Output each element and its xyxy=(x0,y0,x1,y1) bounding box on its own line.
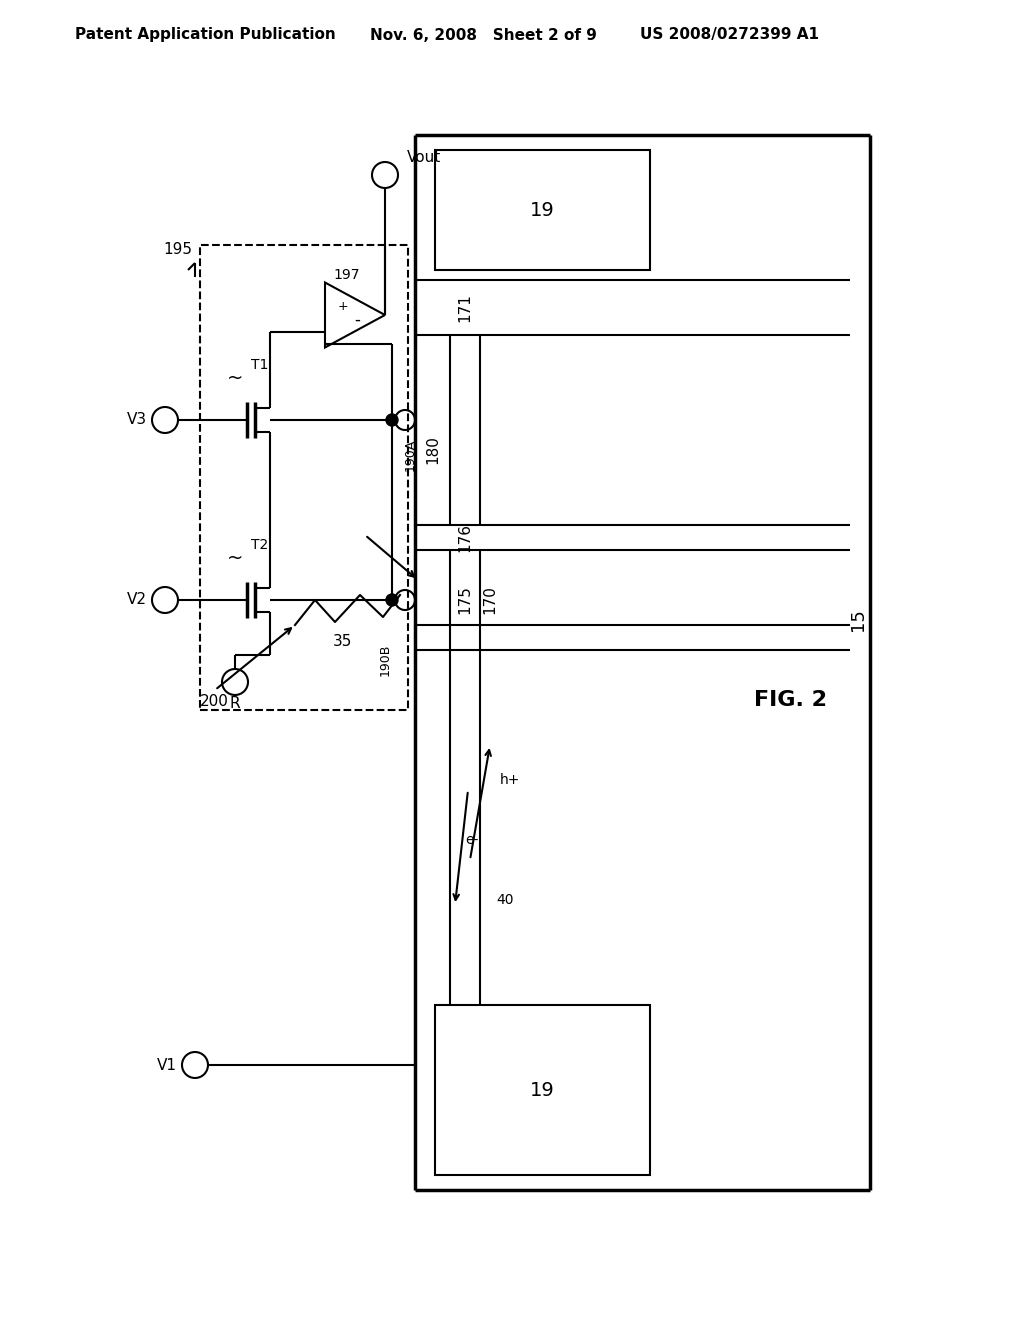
Text: 200: 200 xyxy=(200,694,229,710)
Text: ~: ~ xyxy=(226,368,243,388)
Text: T2: T2 xyxy=(251,539,268,552)
Circle shape xyxy=(386,594,398,606)
Text: V2: V2 xyxy=(127,593,147,607)
Bar xyxy=(200,246,408,710)
Text: T1: T1 xyxy=(251,358,268,372)
Text: 175: 175 xyxy=(458,586,472,614)
Text: Nov. 6, 2008   Sheet 2 of 9: Nov. 6, 2008 Sheet 2 of 9 xyxy=(370,28,597,42)
Text: e-: e- xyxy=(465,833,478,847)
Text: 171: 171 xyxy=(458,293,472,322)
Bar xyxy=(435,1005,650,1175)
Circle shape xyxy=(386,414,398,426)
Text: V3: V3 xyxy=(127,412,147,428)
Text: 15: 15 xyxy=(849,609,867,631)
Text: 19: 19 xyxy=(530,201,555,219)
Text: 195: 195 xyxy=(163,243,193,257)
Text: 190A: 190A xyxy=(403,438,417,471)
Text: 176: 176 xyxy=(458,523,472,552)
Text: 170: 170 xyxy=(482,586,498,614)
Text: US 2008/0272399 A1: US 2008/0272399 A1 xyxy=(640,28,819,42)
Text: 40: 40 xyxy=(496,894,513,907)
Text: 180: 180 xyxy=(426,436,440,465)
Text: 190B: 190B xyxy=(379,644,391,676)
Text: Patent Application Publication: Patent Application Publication xyxy=(75,28,336,42)
Text: V1: V1 xyxy=(157,1057,177,1072)
Text: Vout: Vout xyxy=(407,149,441,165)
Text: 35: 35 xyxy=(333,635,351,649)
Text: ~: ~ xyxy=(226,549,243,568)
Text: +: + xyxy=(338,301,348,314)
Text: 19: 19 xyxy=(530,1081,555,1100)
Bar xyxy=(435,150,650,271)
Text: R: R xyxy=(229,697,241,711)
Text: -: - xyxy=(354,312,360,329)
Text: 197: 197 xyxy=(333,268,359,282)
Text: FIG. 2: FIG. 2 xyxy=(754,690,826,710)
Text: h+: h+ xyxy=(500,774,520,787)
